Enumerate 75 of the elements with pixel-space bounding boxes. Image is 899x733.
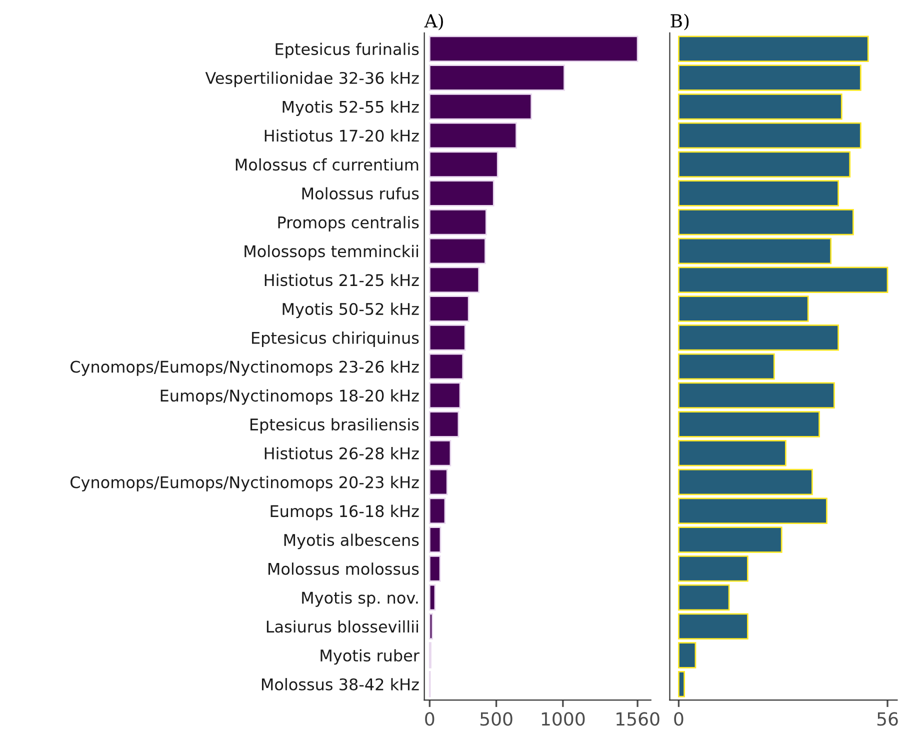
bar bbox=[678, 411, 820, 438]
y-tick-label: Molossus molossus bbox=[268, 562, 419, 575]
bar bbox=[678, 64, 862, 91]
y-tick-label: Eptesicus chiriquinus bbox=[252, 332, 419, 348]
y-tick-label: Myotis ruber bbox=[320, 649, 420, 665]
bar bbox=[678, 238, 832, 264]
bar bbox=[678, 440, 786, 466]
bar bbox=[428, 64, 565, 91]
bar bbox=[428, 556, 441, 582]
x-tick-label: 0 bbox=[674, 712, 684, 726]
bar bbox=[428, 468, 448, 496]
chart-title: A) bbox=[424, 14, 443, 30]
y-tick-label: Cynomops/Eumops/Nyctinomops 20-23 kHz bbox=[70, 476, 419, 492]
y-tick-label: Eptesicus furinalis bbox=[276, 42, 419, 58]
bar bbox=[678, 584, 730, 611]
y-tick-label: Myotis albescens bbox=[284, 534, 419, 550]
y-tick-label: Histiotus 21-25 kHz bbox=[264, 274, 419, 286]
y-tick-label: Molossus rufus bbox=[302, 187, 419, 200]
bar bbox=[428, 584, 436, 611]
bar bbox=[678, 382, 835, 408]
bar bbox=[678, 498, 828, 524]
x-tick-label: 1560 bbox=[616, 712, 660, 726]
bar bbox=[678, 613, 748, 640]
bar bbox=[678, 324, 839, 351]
bar bbox=[428, 353, 464, 380]
bar bbox=[428, 94, 532, 120]
bar bbox=[428, 238, 486, 264]
x-tick-label: 500 bbox=[480, 712, 512, 726]
bar bbox=[678, 642, 696, 668]
y-tick-label: Cynomops/Eumops/Nyctinomops 23-26 kHz bbox=[70, 360, 419, 376]
y-tick-label: Myotis sp. nov. bbox=[302, 591, 418, 607]
bar bbox=[428, 526, 442, 553]
bar bbox=[678, 209, 854, 236]
bar bbox=[678, 36, 869, 62]
bar bbox=[428, 209, 487, 236]
bar bbox=[678, 526, 782, 553]
y-tick-label: Myotis 52-55 kHz bbox=[282, 100, 419, 116]
bar bbox=[428, 324, 466, 351]
bar bbox=[678, 671, 685, 698]
chart-title: B) bbox=[670, 14, 689, 30]
y-tick-label: Eptesicus brasiliensis bbox=[250, 418, 419, 434]
bar bbox=[428, 382, 461, 408]
bar bbox=[428, 440, 452, 466]
y-tick-label: Eumops 16-18 kHz bbox=[270, 504, 419, 520]
y-tick-label: Histiotus 17-20 kHz bbox=[264, 129, 419, 142]
bar bbox=[678, 266, 888, 293]
bar bbox=[678, 180, 839, 206]
bar bbox=[428, 266, 480, 293]
y-tick-label: Molossus cf currentium bbox=[236, 158, 418, 171]
y-tick-label: Vespertilionidae 32-36 kHz bbox=[205, 72, 419, 88]
bar bbox=[428, 122, 517, 149]
bar bbox=[678, 353, 775, 380]
x-tick-label: 1000 bbox=[542, 712, 585, 726]
x-tick-label: 56 bbox=[877, 712, 898, 726]
y-tick-label: Molossus 38-42 kHz bbox=[262, 678, 419, 690]
bar bbox=[678, 122, 862, 149]
bar bbox=[428, 36, 638, 62]
bar bbox=[428, 498, 446, 524]
bar bbox=[678, 468, 813, 496]
bar bbox=[678, 296, 809, 322]
bar bbox=[678, 556, 748, 582]
y-tick-label: Myotis 50-52 kHz bbox=[282, 302, 419, 318]
bar bbox=[428, 411, 460, 438]
y-tick-label: Eumops/Nyctinomops 18-20 kHz bbox=[160, 389, 419, 405]
bar bbox=[678, 151, 851, 178]
bar bbox=[428, 180, 494, 206]
bar bbox=[428, 151, 498, 178]
bar bbox=[428, 613, 434, 640]
y-tick-label: Molossops temminckii bbox=[244, 244, 418, 260]
x-tick-label: 0 bbox=[425, 712, 434, 726]
bar bbox=[428, 296, 470, 322]
bar bbox=[678, 94, 842, 120]
y-tick-label: Histiotus 26-28 kHz bbox=[264, 447, 419, 460]
y-tick-label: Promops centralis bbox=[278, 216, 419, 232]
y-tick-label: Lasiurus blossevillii bbox=[266, 620, 418, 633]
